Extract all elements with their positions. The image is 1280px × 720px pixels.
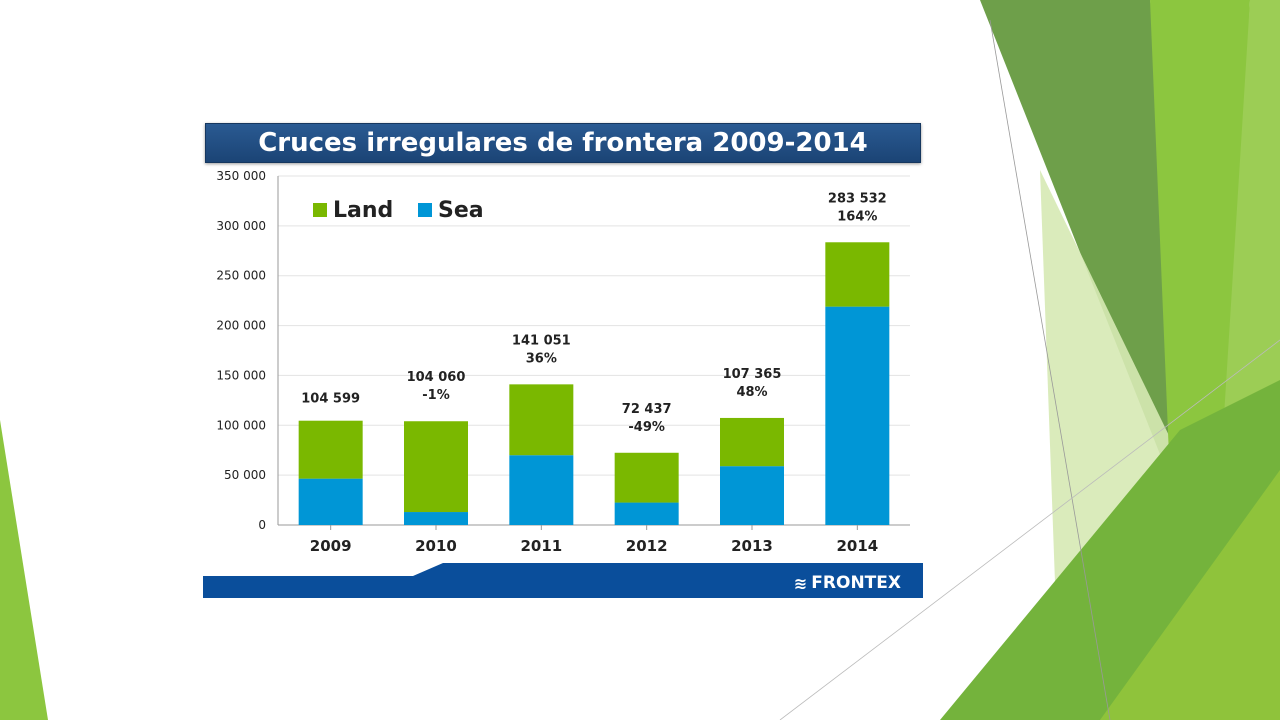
bar-sea — [825, 306, 890, 525]
x-tick-label: 2014 — [836, 537, 878, 555]
bar-land — [614, 452, 679, 503]
bar-sea — [720, 466, 784, 525]
legend-swatch — [313, 203, 327, 217]
decor-shape-bottom-right — [1100, 470, 1280, 720]
bar-chart: 0 50 000 100 000 150 000 200 000 250 000 300 0… — [216, 169, 910, 555]
decor-shape-left — [0, 420, 48, 720]
bar-land — [404, 421, 468, 513]
footer-shape — [203, 563, 923, 598]
y-tick-label: 50 000 — [224, 468, 266, 482]
y-tick-label: 0 — [258, 518, 266, 532]
y-tick-label: 200 000 — [216, 319, 266, 333]
data-label-change: 36% — [526, 351, 557, 366]
frontex-logo: ≋ FRONTEX — [794, 573, 901, 593]
frontex-mark-icon: ≋ — [793, 573, 808, 593]
bar-land — [298, 420, 363, 479]
data-label-change: -49% — [628, 420, 665, 435]
data-label-change: -1% — [422, 388, 449, 403]
x-tick-label: 2009 — [310, 537, 352, 555]
data-label-change: 164% — [837, 209, 877, 224]
legend-swatch — [418, 203, 432, 217]
data-label-total: 141 051 — [512, 333, 571, 348]
data-label-total: 72 437 — [622, 402, 672, 417]
x-tick-label: 2010 — [415, 537, 457, 555]
data-label-total: 283 532 — [828, 191, 887, 206]
bar-sea — [298, 478, 363, 525]
bar-land — [720, 417, 784, 467]
x-tick-label: 2011 — [520, 537, 562, 555]
bar-land — [825, 242, 890, 307]
bar-sea — [404, 512, 468, 525]
chart-panel: 0 50 000 100 000 150 000 200 000 250 000 300 0… — [203, 123, 923, 598]
legend-label: Sea — [438, 198, 484, 223]
x-tick-label: 2012 — [626, 537, 668, 555]
chart-title: Cruces irregulares de frontera 2009-2014 — [205, 123, 921, 163]
data-label-total: 104 599 — [301, 392, 360, 407]
data-label-total: 104 060 — [407, 370, 466, 385]
x-tick-label: 2013 — [731, 537, 773, 555]
brand-text: FRONTEX — [811, 573, 901, 593]
y-tick-label: 300 000 — [216, 219, 266, 233]
legend-label: Land — [333, 198, 393, 223]
y-tick-label: 150 000 — [216, 368, 266, 382]
decor-line-2 — [779, 339, 1280, 720]
bar-sea — [614, 502, 679, 525]
bar-land — [509, 384, 574, 456]
data-label-change: 48% — [736, 385, 767, 400]
y-tick-label: 350 000 — [216, 169, 266, 183]
data-label-total: 107 365 — [723, 367, 782, 382]
y-tick-label: 250 000 — [216, 269, 266, 283]
y-tick-label: 100 000 — [216, 418, 266, 432]
bar-sea — [509, 455, 574, 525]
decor-line — [989, 19, 1111, 720]
footer-band — [203, 563, 923, 598]
